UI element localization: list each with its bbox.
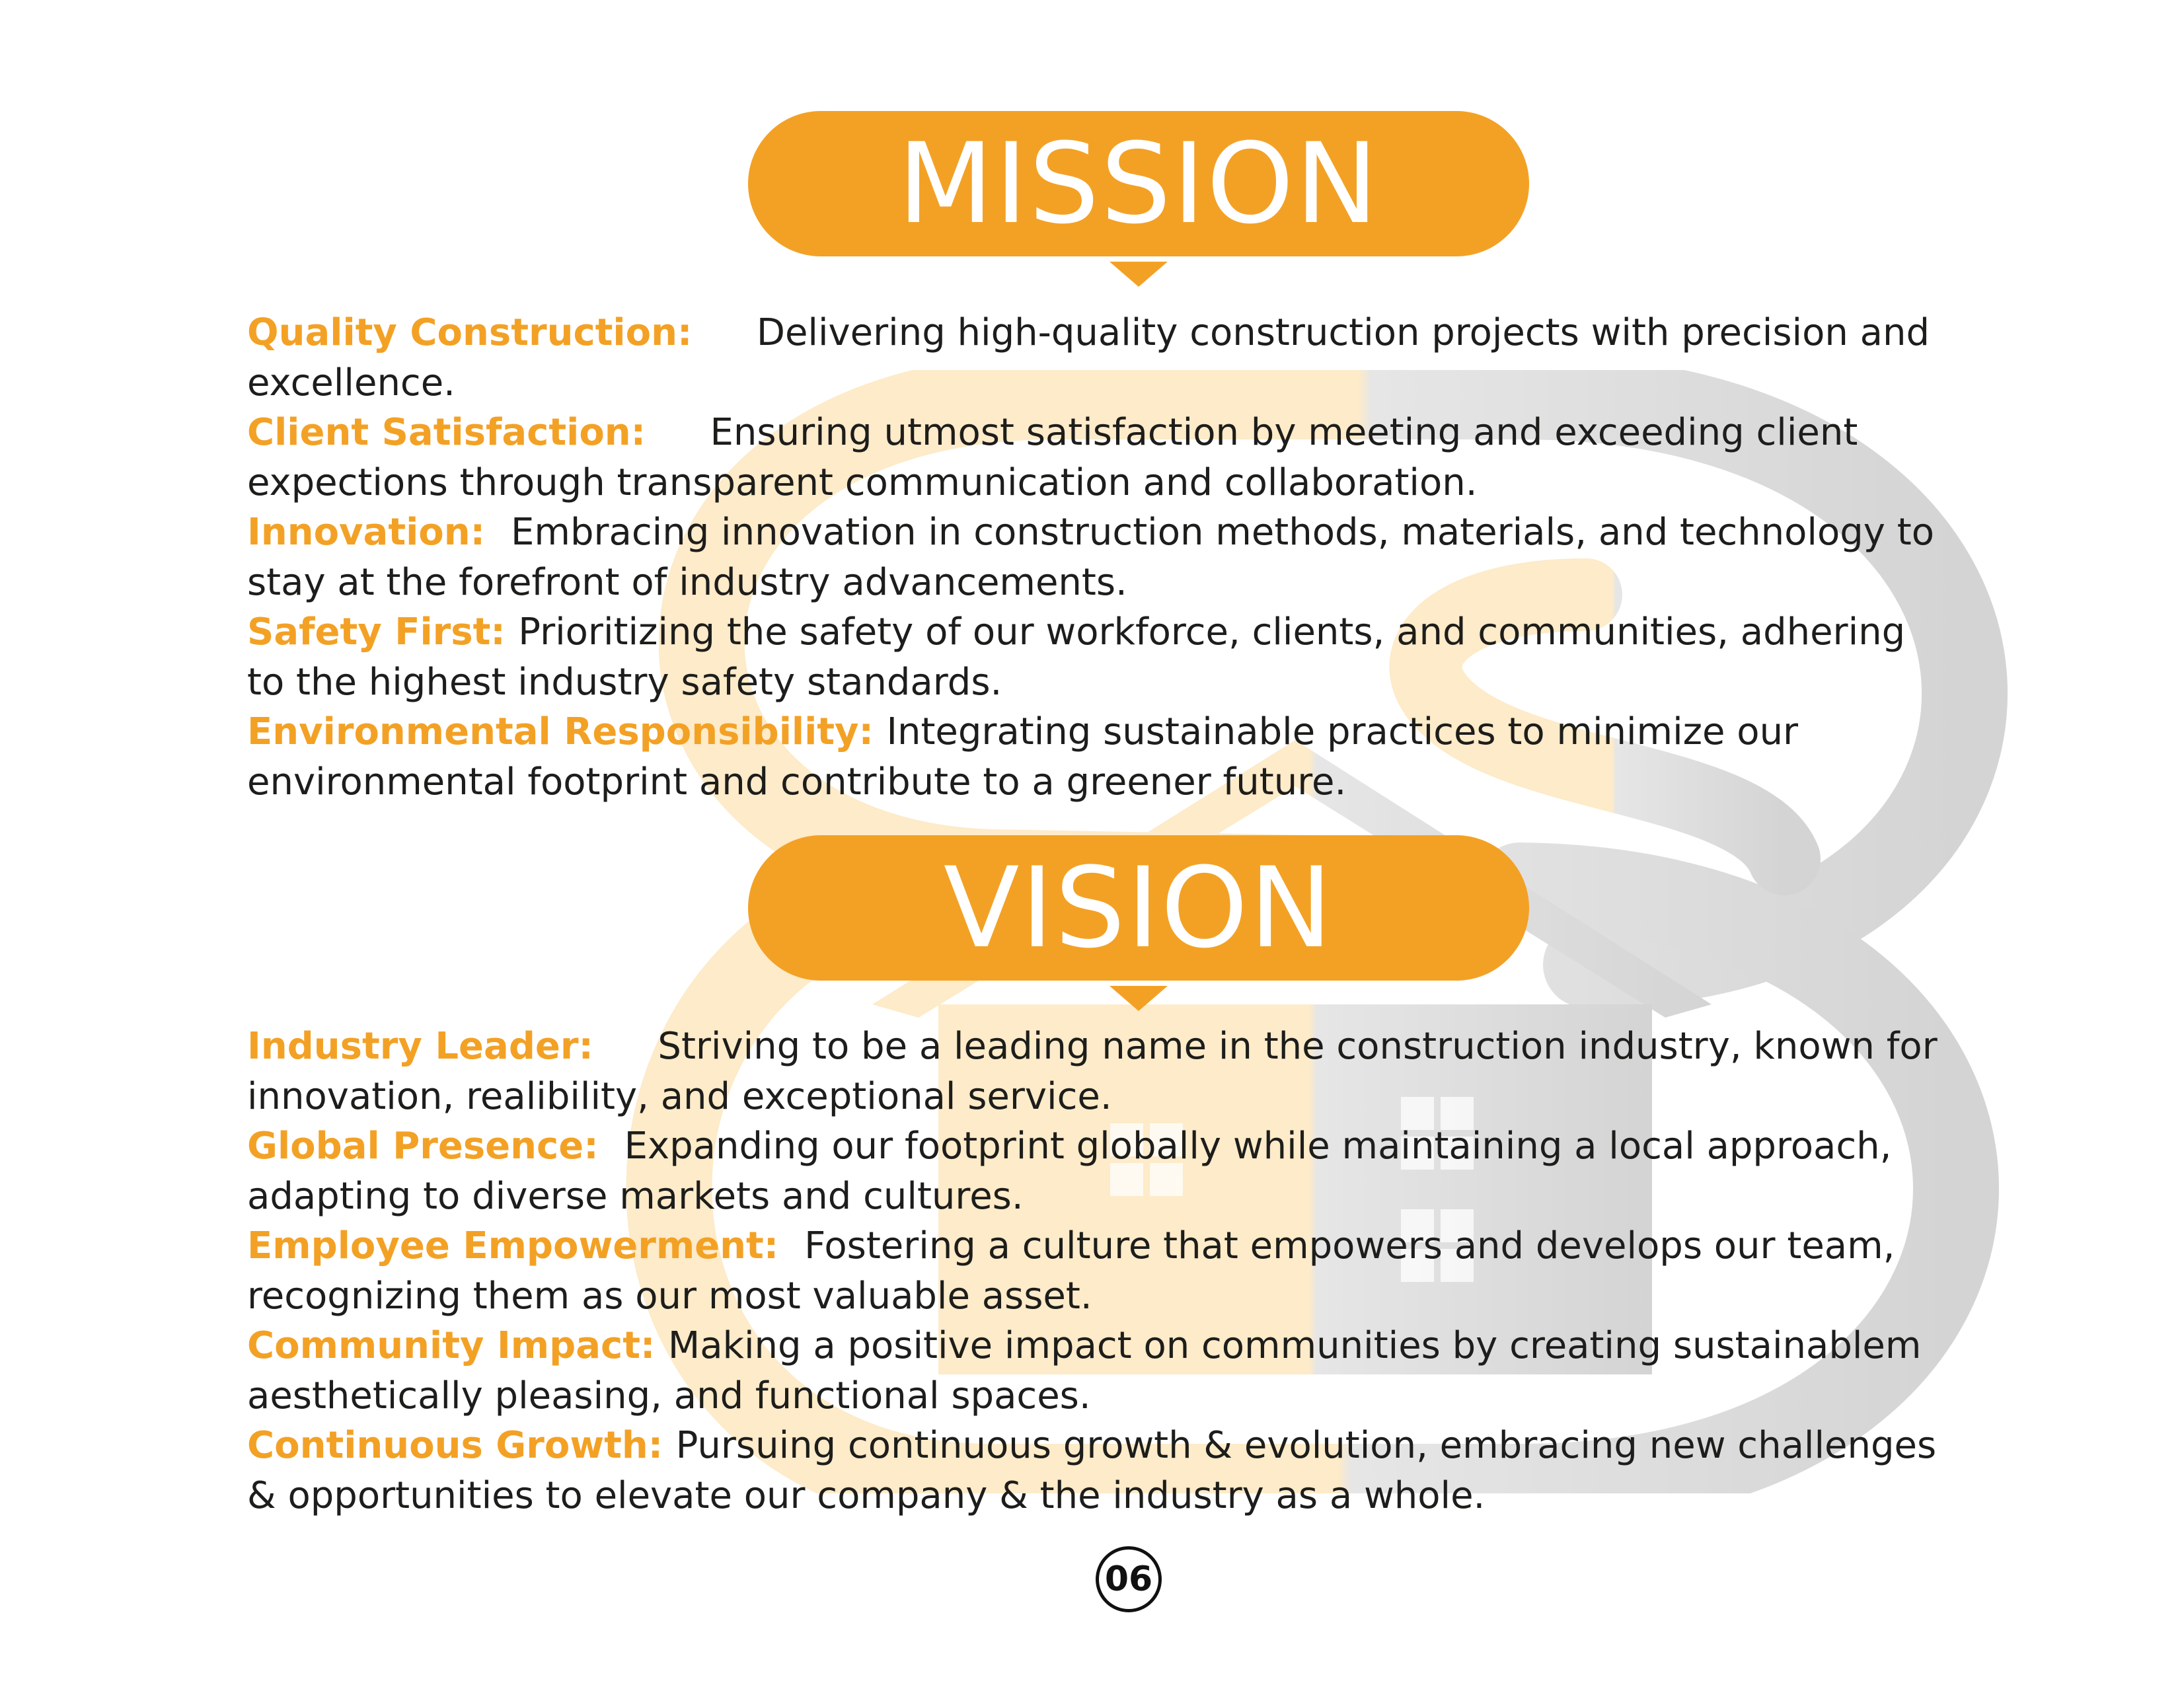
mission-item-label: Environmental Responsibility: [247, 710, 887, 753]
mission-item-environmental-responsibility: Environmental Responsibility: Integratin… [247, 707, 1939, 807]
mission-item-text: Ensuring utmost satisfaction by meeting … [247, 411, 1858, 504]
mission-item-quality-construction: Quality Construction: Delivering high-qu… [247, 308, 1939, 408]
vision-item-text: Pursuing continuous growth & evolution, … [247, 1424, 1937, 1517]
mission-item-label: Client Satisfaction: [247, 411, 710, 454]
mission-item-client-satisfaction: Client Satisfaction: Ensuring utmost sat… [247, 408, 1939, 507]
mission-banner-pointer-gap [1110, 258, 1168, 262]
vision-item-label: Industry Leader: [247, 1025, 658, 1068]
vision-item-employee-empowerment: Employee Empowerment: Fostering a cultur… [247, 1221, 1939, 1321]
vision-banner-pointer [1110, 986, 1168, 1011]
mission-item-text: Prioritizing the safety of our workforce… [247, 611, 1906, 704]
vision-item-industry-leader: Industry Leader: Striving to be a leadin… [247, 1022, 1939, 1121]
vision-item-label: Continuous Growth: [247, 1424, 676, 1467]
vision-item-label: Global Presence: [247, 1125, 624, 1168]
vision-item-continuous-growth: Continuous Growth: Pursuing continuous g… [247, 1421, 1939, 1520]
vision-item-label: Community Impact: [247, 1324, 668, 1367]
vision-item-label: Employee Empowerment: [247, 1224, 805, 1267]
mission-title: MISSION [897, 119, 1380, 248]
mission-item-label: Safety First: [247, 611, 519, 654]
mission-banner: MISSION [748, 111, 1529, 287]
vision-item-text: Expanding our footprint globally while m… [247, 1125, 1892, 1218]
mission-item-text: Embracing innovation in construction met… [247, 511, 1934, 604]
vision-item-text: Fostering a culture that empowers and de… [247, 1224, 1895, 1318]
vision-item-text: Making a positive impact on communities … [247, 1324, 1922, 1417]
vision-title: VISION [943, 843, 1334, 973]
vision-item-text: Striving to be a leading name in the con… [247, 1025, 1938, 1118]
mission-item-innovation: Innovation: Embracing innovation in cons… [247, 507, 1939, 607]
vision-banner-pointer-gap [1110, 982, 1168, 986]
vision-item-global-presence: Global Presence: Expanding our footprint… [247, 1121, 1939, 1221]
vision-item-community-impact: Community Impact: Making a positive impa… [247, 1321, 1939, 1421]
page-number: 06 [1096, 1546, 1162, 1612]
mission-item-safety-first: Safety First: Prioritizing the safety of… [247, 607, 1939, 707]
mission-list: Quality Construction: Delivering high-qu… [247, 308, 1939, 807]
vision-list: Industry Leader: Striving to be a leadin… [247, 1022, 1939, 1520]
mission-item-text: Delivering high-quality construction pro… [247, 311, 1930, 404]
vision-banner: VISION [748, 835, 1529, 1011]
mission-item-text: Integrating sustainable practices to min… [247, 710, 1799, 804]
mission-banner-pointer [1110, 262, 1168, 287]
mission-item-label: Quality Construction: [247, 311, 757, 354]
mission-item-label: Innovation: [247, 511, 511, 554]
